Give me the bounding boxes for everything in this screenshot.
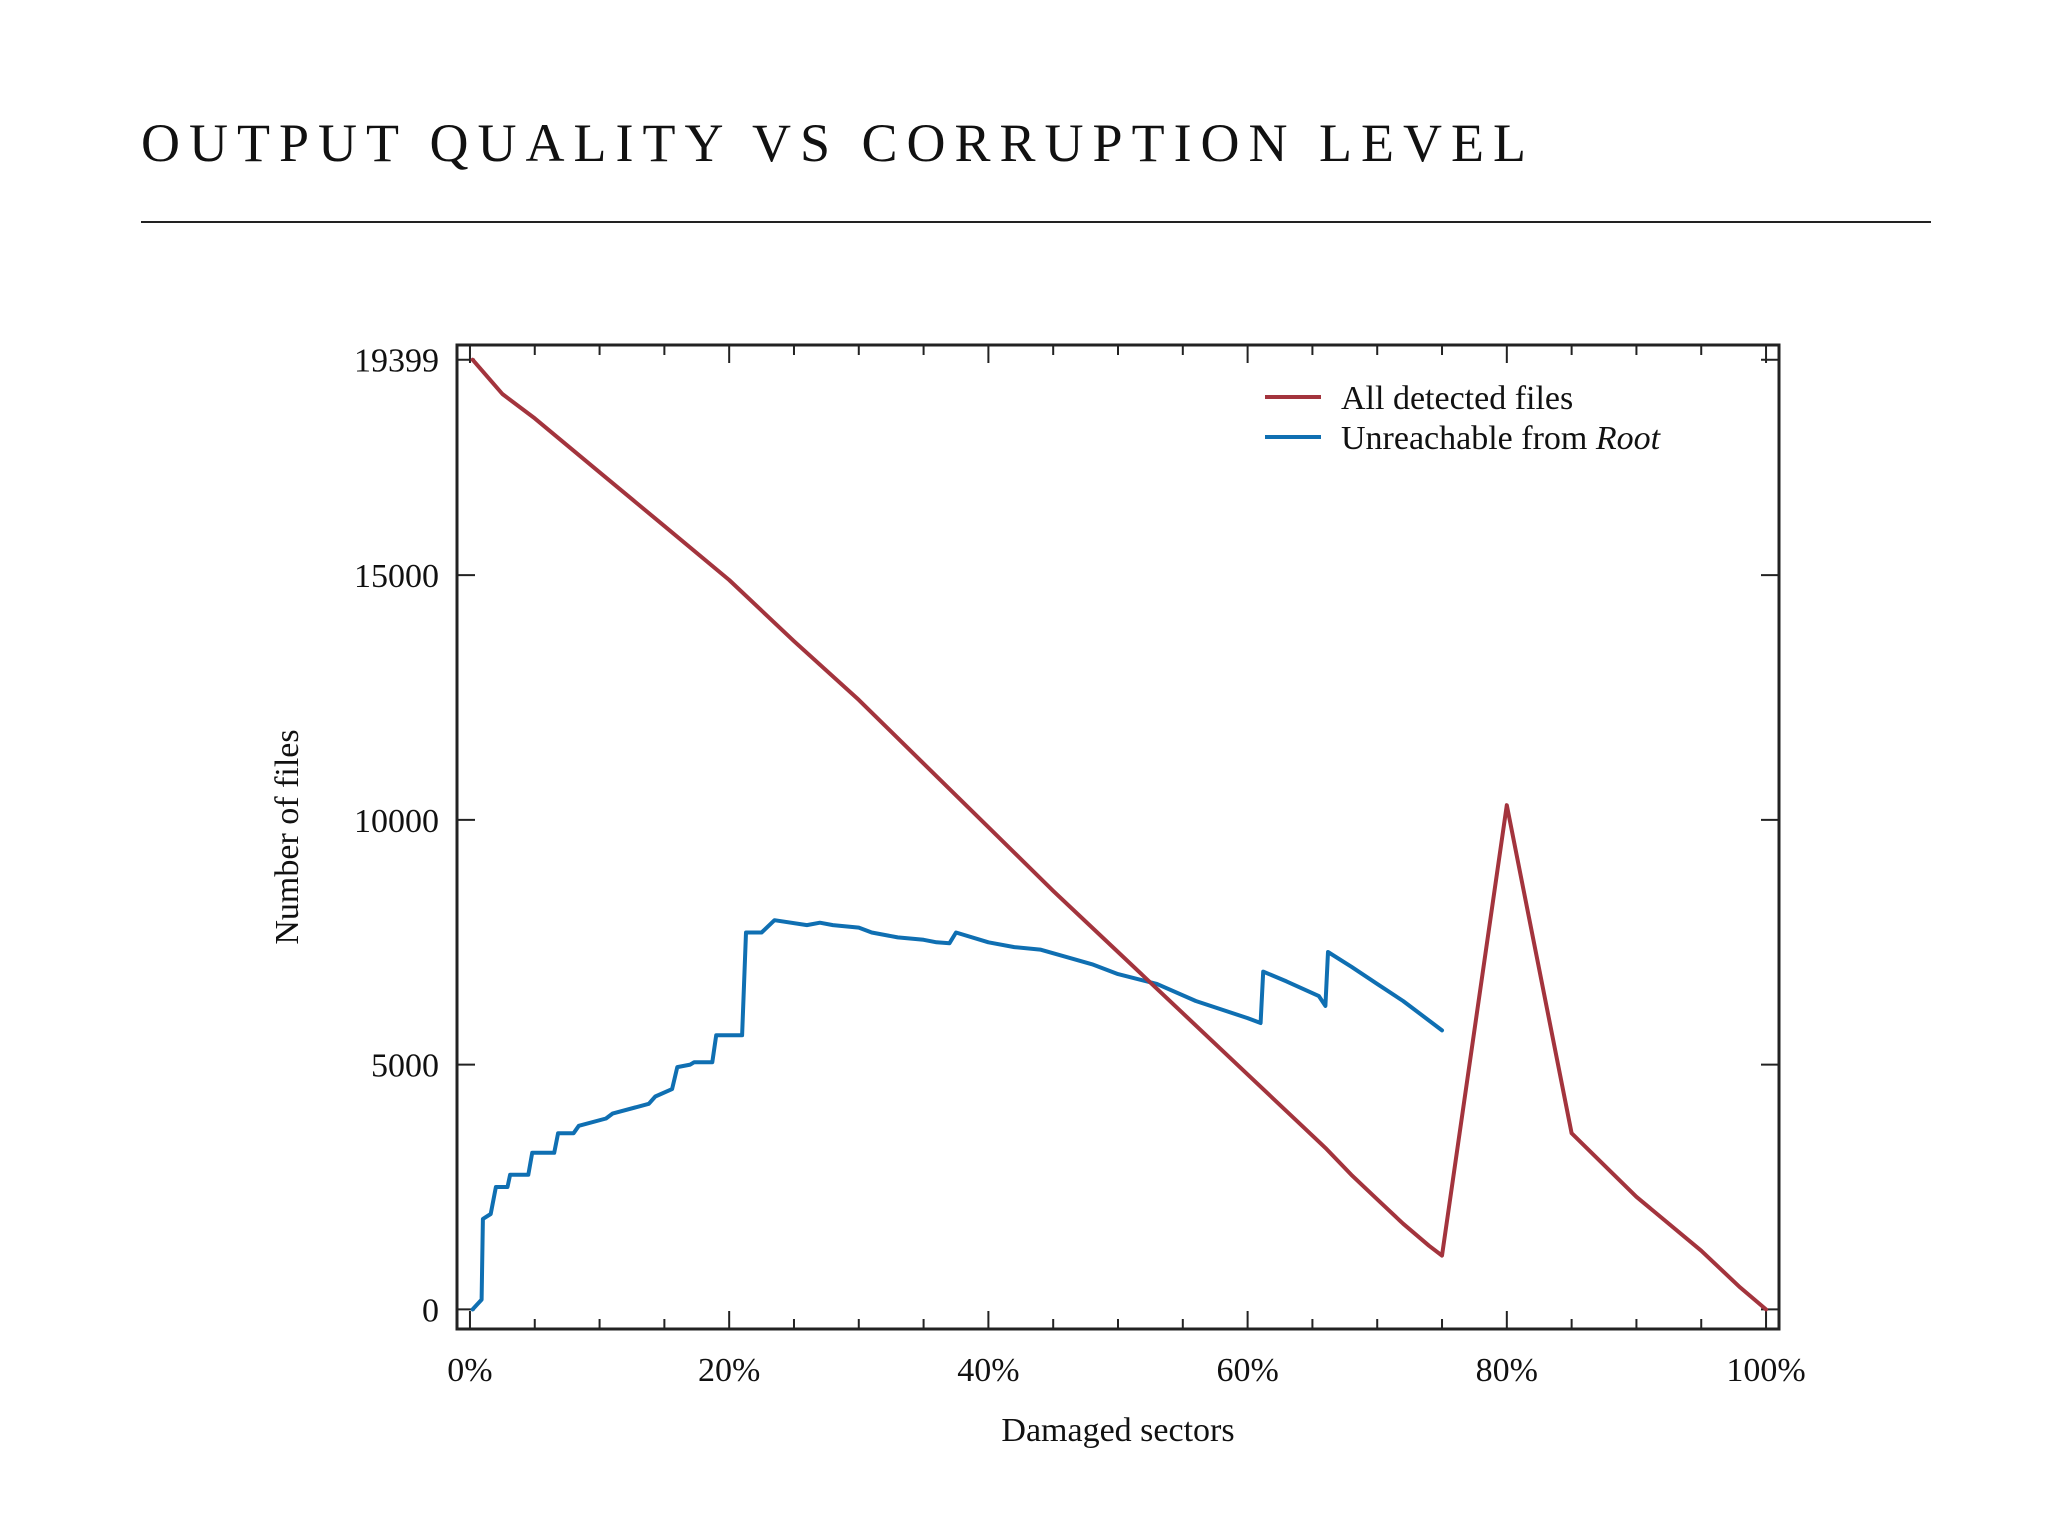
y-tick-label: 0 — [422, 1292, 439, 1329]
x-axis: 0% 20% 40% 60% 80% 100% — [447, 345, 1806, 1389]
x-tick-label: 40% — [957, 1352, 1019, 1389]
plot-frame — [455, 343, 1781, 1331]
y-axis-label: Number of files — [269, 729, 306, 944]
series-group — [470, 357, 1768, 1312]
x-tick-label: 80% — [1476, 1352, 1538, 1389]
legend-label-all-detected-text: All detected files — [1341, 380, 1573, 417]
x-tick-label: 60% — [1216, 1352, 1278, 1389]
legend-label-all-detected: All detected files — [1341, 380, 1573, 417]
legend-label-unreachable-text: Unreachable from — [1341, 420, 1596, 457]
x-tick-label: 100% — [1726, 1352, 1805, 1389]
title-divider — [141, 221, 1931, 223]
plot-area: 0% 20% 40% 60% 80% 100% 0 5000 10000 15000 19399 — [354, 343, 1806, 1389]
series-all-detected-line — [470, 357, 1768, 1312]
legend-label-unreachable: Unreachable from Root — [1341, 420, 1662, 457]
x-tick-label: 20% — [698, 1352, 760, 1389]
x-axis-label: Damaged sectors — [1001, 1412, 1234, 1449]
y-tick-label: 19399 — [354, 343, 439, 380]
page-title: OUTPUT QUALITY VS CORRUPTION LEVEL — [141, 113, 1535, 173]
x-tick-label: 0% — [447, 1352, 492, 1389]
series-unreachable-line — [470, 918, 1444, 1312]
y-tick-label: 10000 — [354, 803, 439, 840]
y-axis: 0 5000 10000 15000 19399 — [354, 343, 1779, 1329]
legend: All detected files Unreachable from Root — [1265, 380, 1662, 457]
y-tick-label: 15000 — [354, 558, 439, 595]
legend-label-unreachable-italic: Root — [1595, 420, 1662, 457]
y-tick-label: 5000 — [371, 1048, 439, 1085]
minor-ticks — [533, 345, 1703, 1329]
